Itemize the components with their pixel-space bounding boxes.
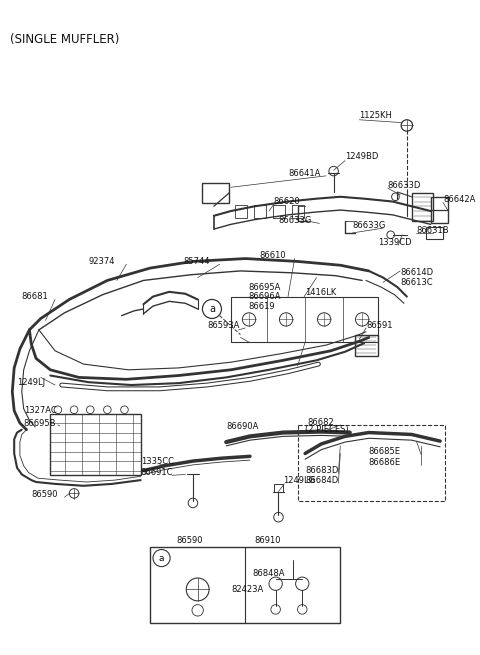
- Text: 86685E: 86685E: [369, 447, 401, 456]
- Text: 86691C: 86691C: [141, 468, 173, 477]
- Bar: [254, 205, 266, 217]
- Text: 1125KH: 1125KH: [360, 111, 392, 121]
- Text: 86633G: 86633G: [353, 221, 386, 230]
- Text: (SINGLE MUFFLER): (SINGLE MUFFLER): [11, 33, 120, 47]
- Text: 86590: 86590: [31, 490, 58, 499]
- Text: 86848A: 86848A: [253, 569, 285, 578]
- Text: 86613C: 86613C: [400, 278, 433, 287]
- Text: 86593A: 86593A: [207, 321, 240, 329]
- Bar: [292, 205, 304, 217]
- Text: 1335CC: 1335CC: [141, 457, 174, 466]
- Bar: [426, 227, 443, 238]
- Text: 86690A: 86690A: [226, 422, 259, 432]
- Text: 86686E: 86686E: [369, 458, 401, 466]
- Text: 85744: 85744: [183, 257, 210, 266]
- Text: 86681: 86681: [22, 292, 48, 301]
- Text: 86591: 86591: [366, 321, 393, 329]
- Text: 1339CD: 1339CD: [378, 238, 412, 247]
- Bar: [50, 413, 141, 476]
- Text: 86619: 86619: [248, 301, 275, 310]
- Bar: [298, 425, 445, 501]
- Text: 1327AC: 1327AC: [24, 406, 57, 415]
- Text: 86695B: 86695B: [24, 419, 56, 428]
- Text: a: a: [159, 553, 164, 563]
- Text: 1416LK: 1416LK: [305, 288, 336, 297]
- Bar: [203, 183, 229, 204]
- Text: 86682: 86682: [307, 418, 334, 426]
- Text: 86695A: 86695A: [248, 282, 280, 291]
- Bar: [274, 484, 283, 491]
- Text: 86910: 86910: [255, 536, 281, 546]
- Text: 92374: 92374: [88, 257, 115, 266]
- Text: 86614D: 86614D: [400, 269, 433, 277]
- Text: 86683D: 86683D: [305, 466, 338, 475]
- Text: 86631B: 86631B: [416, 225, 449, 234]
- Text: 86684D: 86684D: [305, 476, 338, 485]
- Bar: [355, 335, 378, 356]
- Text: 1249LJ: 1249LJ: [17, 378, 45, 386]
- Bar: [273, 205, 285, 217]
- Bar: [431, 196, 448, 223]
- Text: 86696A: 86696A: [248, 292, 281, 301]
- Bar: [411, 193, 432, 221]
- Text: 86633D: 86633D: [388, 181, 421, 190]
- Bar: [235, 205, 247, 217]
- Text: 86610: 86610: [260, 252, 286, 260]
- Bar: [150, 547, 340, 623]
- Text: 86642A: 86642A: [443, 195, 475, 204]
- Text: 86620: 86620: [274, 197, 300, 206]
- Text: a: a: [209, 304, 215, 314]
- Text: 86641A: 86641A: [288, 168, 320, 178]
- Text: 82423A: 82423A: [231, 585, 263, 594]
- Text: (2 PIECES): (2 PIECES): [305, 425, 349, 434]
- Text: 86633G: 86633G: [278, 216, 312, 225]
- Text: 1249BD: 1249BD: [345, 153, 378, 161]
- Text: 86590: 86590: [177, 536, 203, 546]
- Bar: [231, 297, 378, 342]
- Text: 1249LG: 1249LG: [283, 476, 315, 485]
